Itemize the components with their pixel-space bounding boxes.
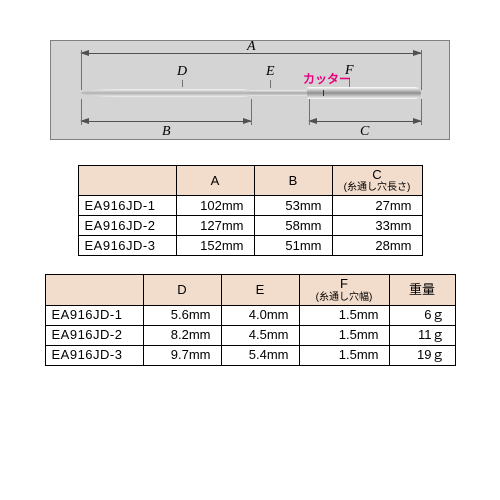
header-e: E — [221, 275, 299, 305]
dim-tick — [421, 50, 422, 90]
cell-b: 53mm — [254, 196, 332, 216]
cell-d: 9.7mm — [143, 345, 221, 365]
cell-d: 5.6mm — [143, 305, 221, 325]
header-blank — [45, 275, 143, 305]
cell-a: 127mm — [176, 216, 254, 236]
cutter-label: カッター — [303, 70, 351, 87]
table-row: EA916JD-2 8.2mm 4.5mm 1.5mm 11ｇ — [45, 325, 455, 345]
dim-tick — [81, 99, 82, 125]
tool-mid — [249, 90, 309, 96]
dim-tick — [182, 80, 183, 87]
header-c: C (糸通し穴長さ) — [332, 166, 422, 196]
cell-b: 58mm — [254, 216, 332, 236]
cell-c: 33mm — [332, 216, 422, 236]
cell-f: 1.5mm — [299, 345, 389, 365]
header-a: A — [176, 166, 254, 196]
dim-tick — [251, 99, 252, 125]
cell-model: EA916JD-2 — [45, 325, 143, 345]
table-row: EA916JD-2 127mm 58mm 33mm — [78, 216, 422, 236]
dim-label-b: B — [162, 124, 171, 140]
cell-e: 4.5mm — [221, 325, 299, 345]
table-header-row: A B C (糸通し穴長さ) — [78, 166, 422, 196]
dim-label-e: E — [266, 64, 275, 80]
cell-model: EA916JD-1 — [78, 196, 176, 216]
cell-b: 51mm — [254, 236, 332, 256]
cell-e: 4.0mm — [221, 305, 299, 325]
header-weight: 重量 — [389, 275, 455, 305]
header-f-main: F — [340, 276, 348, 291]
cell-weight: 19ｇ — [389, 345, 455, 365]
cell-weight: 11ｇ — [389, 325, 455, 345]
header-c-main: C — [372, 167, 381, 182]
header-blank — [78, 166, 176, 196]
cell-d: 8.2mm — [143, 325, 221, 345]
cutter-mark — [323, 90, 324, 96]
cell-model: EA916JD-3 — [45, 345, 143, 365]
cell-c: 28mm — [332, 236, 422, 256]
cell-model: EA916JD-1 — [45, 305, 143, 325]
table-row: EA916JD-1 102mm 53mm 27mm — [78, 196, 422, 216]
cell-a: 102mm — [176, 196, 254, 216]
cell-e: 5.4mm — [221, 345, 299, 365]
tool-blade — [81, 89, 251, 97]
cell-f: 1.5mm — [299, 305, 389, 325]
cell-c: 27mm — [332, 196, 422, 216]
dim-label-c: C — [360, 124, 369, 140]
dim-tick — [309, 99, 310, 125]
tool-handle — [307, 87, 421, 99]
cell-f: 1.5mm — [299, 325, 389, 345]
table-row: EA916JD-1 5.6mm 4.0mm 1.5mm 6ｇ — [45, 305, 455, 325]
cell-a: 152mm — [176, 236, 254, 256]
table-row: EA916JD-3 152mm 51mm 28mm — [78, 236, 422, 256]
spec-table-2: D E F (糸通し穴幅) 重量 EA916JD-1 5.6mm 4.0mm 1… — [45, 274, 456, 365]
spec-table-1: A B C (糸通し穴長さ) EA916JD-1 102mm 53mm 27mm… — [78, 165, 423, 256]
header-f-sub: (糸通し穴幅) — [304, 292, 385, 303]
header-b: B — [254, 166, 332, 196]
cell-model: EA916JD-2 — [78, 216, 176, 236]
dim-tick — [81, 50, 82, 90]
table-header-row: D E F (糸通し穴幅) 重量 — [45, 275, 455, 305]
dim-label-d: D — [177, 64, 187, 80]
header-f: F (糸通し穴幅) — [299, 275, 389, 305]
cell-model: EA916JD-3 — [78, 236, 176, 256]
header-d: D — [143, 275, 221, 305]
dim-line-c — [309, 121, 421, 122]
dimension-diagram: A D E F カッター B C — [50, 40, 450, 140]
dim-line-b — [81, 121, 251, 122]
dim-tick — [421, 99, 422, 125]
dim-label-a: A — [247, 39, 256, 55]
tool-graphic — [81, 87, 421, 99]
table-row: EA916JD-3 9.7mm 5.4mm 1.5mm 19ｇ — [45, 345, 455, 365]
header-c-sub: (糸通し穴長さ) — [337, 182, 418, 193]
cell-weight: 6ｇ — [389, 305, 455, 325]
